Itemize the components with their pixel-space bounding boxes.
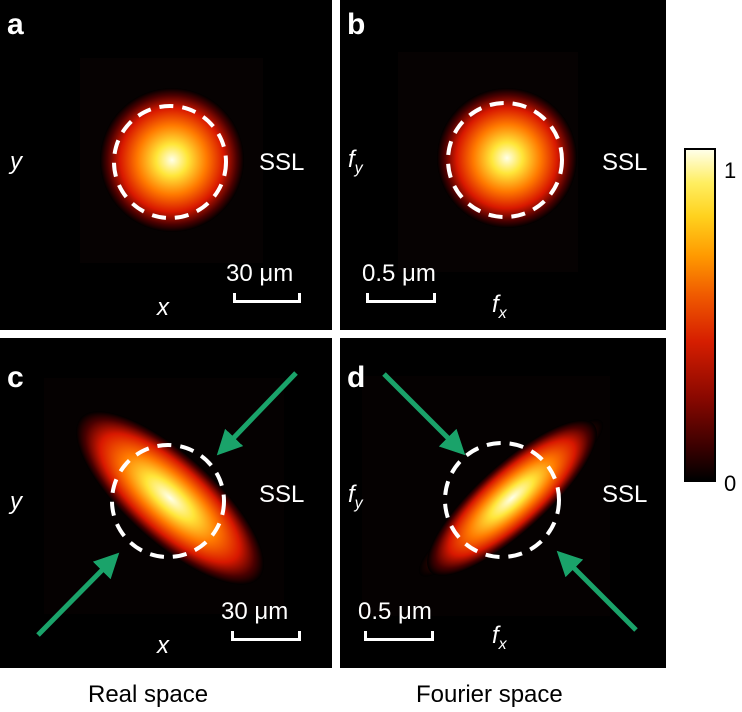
panel-c-image	[36, 371, 298, 637]
ssl-label: SSL	[259, 481, 305, 508]
panel-label: b	[347, 8, 366, 41]
beam-spot	[437, 88, 577, 228]
caption-fourier-space: Fourier space	[416, 681, 563, 708]
ssl-label: SSL	[602, 481, 648, 508]
panel-label: d	[347, 361, 366, 394]
arrow-top-left	[382, 372, 466, 456]
dashed-circle	[110, 443, 226, 559]
panel-b: b fy fx SSL 0.5 μm	[340, 0, 666, 330]
panel-label: a	[7, 8, 24, 41]
dashed-circle	[446, 101, 564, 219]
panel-a-image	[80, 58, 263, 263]
arrow-top-right	[216, 371, 298, 456]
colorbar-max-label: 1	[724, 158, 737, 183]
scale-label: 0.5 μm	[362, 260, 436, 287]
arrow-bottom-right	[556, 550, 638, 632]
colorbar	[684, 148, 716, 482]
caption-real-space: Real space	[88, 681, 209, 708]
beam-spot	[76, 411, 264, 585]
scale-bar	[366, 293, 436, 303]
beam-spot	[100, 88, 244, 232]
y-axis-label: fy	[348, 481, 363, 512]
panel-a: a y x SSL 30 μm	[0, 0, 332, 330]
panel-d: d fy fx SSL 0.5 μm	[340, 338, 666, 668]
beam-spot	[427, 420, 597, 576]
x-axis-label: x	[157, 632, 169, 659]
dashed-circle	[112, 104, 228, 220]
x-axis-label: fx	[492, 622, 507, 653]
ssl-label: SSL	[259, 149, 305, 176]
panel-b-image	[398, 52, 578, 272]
x-axis-label: x	[157, 294, 169, 321]
x-axis-label: fx	[492, 291, 507, 322]
scale-label: 30 μm	[226, 260, 294, 287]
scale-bar	[233, 293, 301, 303]
panel-c: c y x SSL 30 μm	[0, 338, 332, 668]
colorbar-min-label: 0	[724, 471, 737, 496]
scale-bar	[231, 631, 301, 641]
scale-bar	[364, 631, 434, 641]
panel-label: c	[7, 361, 24, 394]
scale-label: 0.5 μm	[358, 598, 432, 625]
arrow-bottom-left	[36, 552, 120, 637]
y-axis-label: fy	[348, 146, 363, 177]
panel-d-image	[362, 372, 638, 632]
scale-label: 30 μm	[221, 598, 289, 625]
ssl-label: SSL	[602, 149, 648, 176]
y-axis-label: y	[10, 488, 22, 515]
y-axis-label: y	[10, 148, 22, 175]
dashed-circle	[443, 441, 561, 559]
